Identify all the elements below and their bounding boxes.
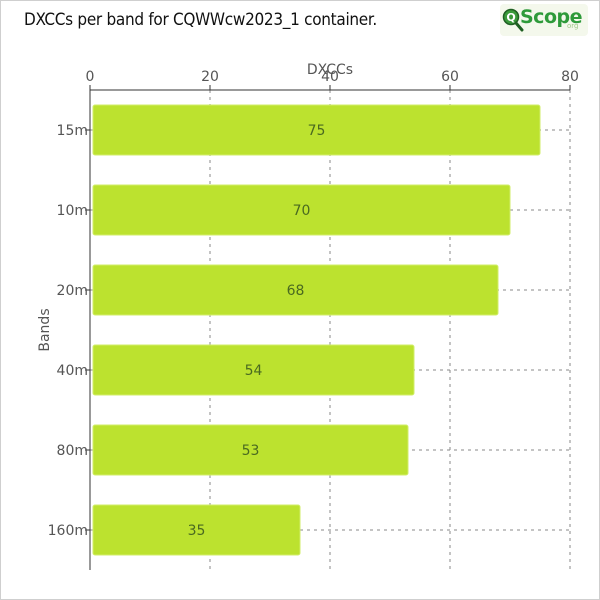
bar[interactable]: [92, 424, 409, 476]
x-tick-label: 60: [441, 69, 459, 85]
bar-value-label: 70: [293, 203, 311, 219]
x-tick-label: 80: [561, 69, 579, 85]
axes: 0 20 40 60 80 15m 10m 20m 40m 80m 160m: [48, 69, 579, 570]
bar-value-label: 68: [287, 283, 305, 299]
bar-value-label: 53: [242, 443, 260, 459]
qscope-logo[interactable]: Q Scope org: [500, 4, 588, 36]
y-tick-label: 160m: [48, 523, 88, 539]
logo-text: Scope: [520, 6, 583, 28]
logo-suffix: org: [567, 22, 579, 30]
gridlines: [90, 90, 571, 570]
x-tick-label: 0: [86, 69, 95, 85]
svg-text:Q: Q: [506, 11, 515, 24]
y-tick-label: 15m: [57, 123, 88, 139]
bar[interactable]: [92, 264, 499, 316]
y-tick-label: 10m: [57, 203, 88, 219]
x-axis-title: DXCCs: [307, 62, 353, 78]
bar[interactable]: [92, 344, 415, 396]
bar-value-label: 35: [188, 523, 206, 539]
x-tick-label: 40: [321, 69, 339, 85]
bar-value-label: 54: [245, 363, 263, 379]
x-tick-label: 20: [201, 69, 219, 85]
y-tick-label: 40m: [57, 363, 88, 379]
y-axis-title: Bands: [37, 308, 53, 351]
bar[interactable]: [92, 104, 541, 156]
y-tick-label: 20m: [57, 283, 88, 299]
chart-title: DXCCs per band for CQWWcw2023_1 containe…: [24, 10, 377, 30]
bar[interactable]: [92, 504, 301, 556]
y-tick-label: 80m: [57, 443, 88, 459]
bar-value-label: 75: [308, 123, 326, 139]
bars: 75 70 68 54 53 35: [92, 104, 541, 556]
magnifier-q-icon: Q: [502, 8, 524, 32]
bar[interactable]: [92, 184, 511, 236]
